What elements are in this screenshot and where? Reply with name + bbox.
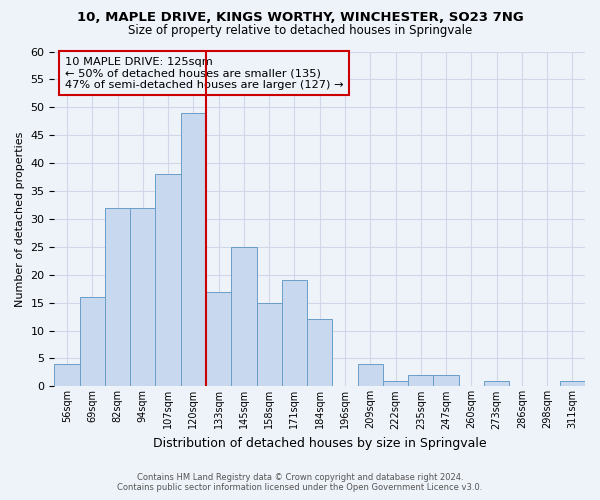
Bar xyxy=(484,381,509,386)
Bar xyxy=(358,364,383,386)
Bar xyxy=(130,208,155,386)
Text: Size of property relative to detached houses in Springvale: Size of property relative to detached ho… xyxy=(128,24,472,37)
Bar xyxy=(206,292,231,386)
Bar xyxy=(257,302,282,386)
Bar xyxy=(408,375,433,386)
Bar xyxy=(282,280,307,386)
Text: 10 MAPLE DRIVE: 125sqm
← 50% of detached houses are smaller (135)
47% of semi-de: 10 MAPLE DRIVE: 125sqm ← 50% of detached… xyxy=(65,56,344,90)
Bar xyxy=(383,381,408,386)
Bar xyxy=(433,375,458,386)
X-axis label: Distribution of detached houses by size in Springvale: Distribution of detached houses by size … xyxy=(153,437,487,450)
Bar xyxy=(560,381,585,386)
Bar xyxy=(105,208,130,386)
Bar xyxy=(80,297,105,386)
Bar xyxy=(307,320,332,386)
Bar xyxy=(155,174,181,386)
Y-axis label: Number of detached properties: Number of detached properties xyxy=(15,132,25,306)
Bar xyxy=(181,113,206,386)
Text: 10, MAPLE DRIVE, KINGS WORTHY, WINCHESTER, SO23 7NG: 10, MAPLE DRIVE, KINGS WORTHY, WINCHESTE… xyxy=(77,11,523,24)
Text: Contains HM Land Registry data © Crown copyright and database right 2024.
Contai: Contains HM Land Registry data © Crown c… xyxy=(118,473,482,492)
Bar xyxy=(231,247,257,386)
Bar xyxy=(55,364,80,386)
